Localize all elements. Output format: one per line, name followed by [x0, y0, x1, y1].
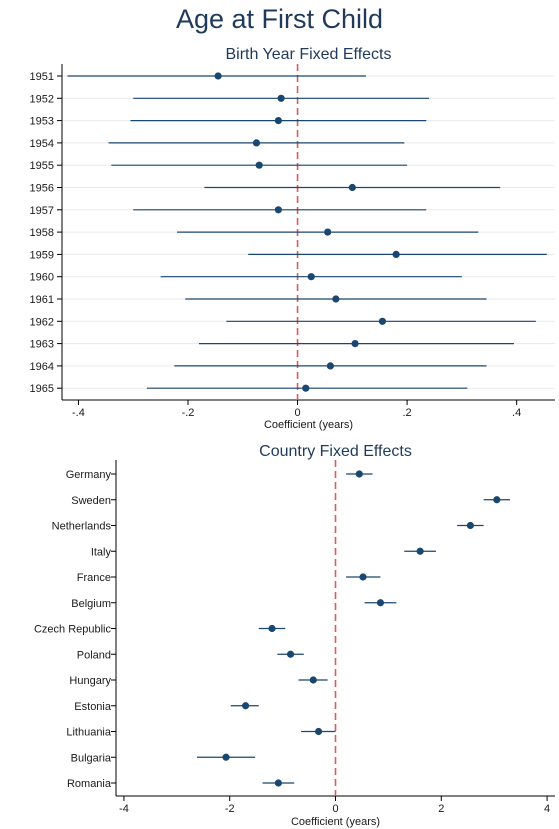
x-axis-label: Coefficient (years)	[291, 816, 380, 828]
y-tick-label: 1961	[30, 294, 54, 306]
point-estimate	[309, 676, 317, 684]
y-tick-label: Belgium	[71, 598, 111, 610]
y-tick-label: 1952	[30, 93, 54, 105]
x-tick-label: 2	[438, 803, 444, 815]
point-estimate	[376, 599, 385, 607]
point-estimate	[274, 779, 282, 787]
point-estimate	[493, 496, 501, 504]
x-tick-label: 4	[544, 803, 550, 815]
y-tick-label: Poland	[77, 649, 111, 661]
point-estimate	[355, 470, 363, 478]
y-tick-label: 1958	[30, 227, 54, 239]
panel-title: Birth Year Fixed Effects	[225, 46, 391, 63]
y-tick-label: 1962	[30, 316, 54, 328]
y-tick-label: Czech Republic	[34, 624, 112, 636]
y-tick-label: 1959	[30, 249, 54, 261]
y-tick-label: 1964	[30, 361, 54, 373]
point-estimate	[255, 161, 263, 169]
y-tick-label: 1963	[30, 339, 54, 351]
y-tick-label: Estonia	[74, 701, 112, 713]
point-estimate	[466, 521, 474, 530]
point-estimate	[332, 295, 340, 303]
point-estimate	[214, 72, 222, 80]
x-tick-label: 0	[294, 407, 300, 419]
x-axis-label: Coefficient (years)	[264, 419, 353, 431]
y-tick-label: 1955	[30, 160, 54, 172]
x-tick-label: 0	[332, 803, 338, 815]
y-tick-label: 1960	[30, 272, 54, 284]
y-tick-label: 1965	[30, 383, 54, 395]
y-tick-label: 1954	[30, 138, 54, 150]
x-tick-label: -2	[225, 803, 235, 815]
x-tick-label: .2	[403, 407, 412, 419]
point-estimate	[378, 317, 387, 325]
y-tick-label: Sweden	[71, 495, 111, 507]
y-tick-label: France	[77, 572, 111, 584]
y-tick-label: Italy	[91, 546, 112, 558]
y-tick-label: 1951	[30, 71, 54, 83]
point-estimate	[314, 727, 323, 736]
point-estimate	[222, 753, 230, 761]
y-tick-label: Hungary	[69, 675, 111, 687]
point-estimate	[359, 573, 367, 581]
y-tick-label: Bulgaria	[71, 752, 112, 764]
point-estimate	[416, 547, 424, 555]
y-tick-label: Netherlands	[52, 521, 112, 533]
point-estimate	[268, 624, 276, 633]
x-tick-label: -.2	[182, 407, 195, 419]
page-title: Age at First Child	[175, 4, 384, 34]
point-estimate	[302, 384, 310, 392]
point-estimate	[286, 650, 295, 658]
country-panel: Country Fixed Effects -4 -2 0 2 4 Coefficient …	[34, 443, 555, 828]
y-tick-label: Germany	[66, 469, 112, 481]
y-tick-label: 1956	[30, 183, 54, 195]
point-estimate	[392, 250, 400, 258]
point-estimate	[324, 228, 332, 236]
point-estimate	[351, 340, 359, 348]
y-tick-label: 1953	[30, 116, 54, 128]
x-tick-label: -4	[119, 803, 129, 815]
birth-year-panel: Birth Year Fixed Effects -.4 -.2 0 .2 .4 Coeff…	[30, 46, 555, 431]
y-tick-label: Romania	[67, 778, 112, 790]
y-tick-label: 1957	[30, 205, 54, 217]
x-tick-label: -.4	[72, 407, 85, 419]
point-estimate	[241, 702, 250, 710]
point-estimate	[348, 183, 356, 192]
panel-title: Country Fixed Effects	[259, 443, 412, 460]
point-estimate	[307, 273, 315, 281]
point-estimate	[274, 206, 282, 214]
point-estimate	[326, 362, 335, 370]
point-estimate	[252, 139, 261, 147]
point-estimate	[277, 94, 285, 102]
x-tick-label: .4	[512, 407, 521, 419]
y-tick-label: Lithuania	[66, 727, 112, 739]
point-estimate	[274, 117, 282, 125]
